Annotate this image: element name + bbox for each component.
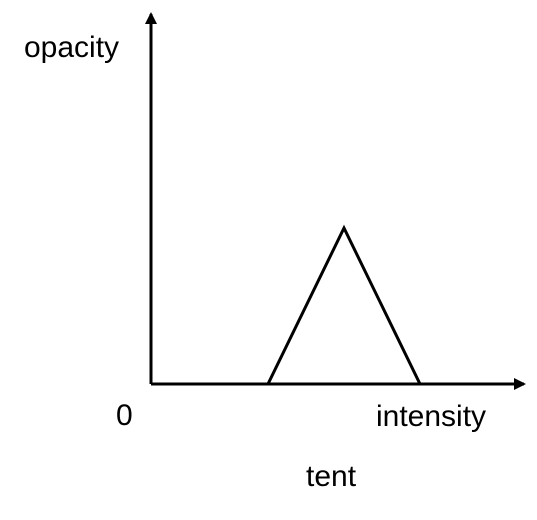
diagram-caption: tent — [306, 460, 357, 493]
tent-shape — [266, 224, 422, 385]
origin-label: 0 — [116, 399, 133, 432]
x-axis-label: intensity — [376, 400, 486, 433]
y-axis-label: opacity — [24, 31, 119, 64]
